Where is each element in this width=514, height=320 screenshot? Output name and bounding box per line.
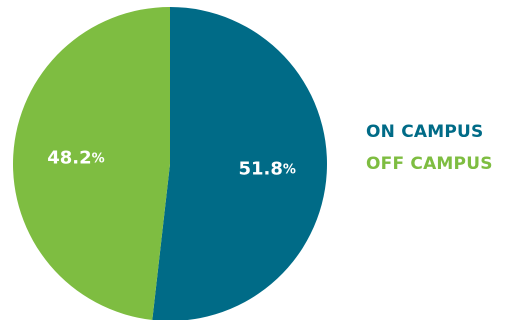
pie-chart: 51.8% 48.2%	[12, 7, 327, 320]
legend-item-on-campus: ON CAMPUS	[366, 122, 484, 142]
pie-value-label: 51.8%	[238, 159, 295, 180]
pie-slice-off-campus	[12, 7, 170, 320]
legend: ON CAMPUS OFF CAMPUS	[366, 116, 493, 180]
pie-slice-on-campus	[152, 7, 327, 320]
pie-value-label: 48.2%	[47, 148, 104, 169]
legend-item-off-campus: OFF CAMPUS	[366, 154, 493, 174]
